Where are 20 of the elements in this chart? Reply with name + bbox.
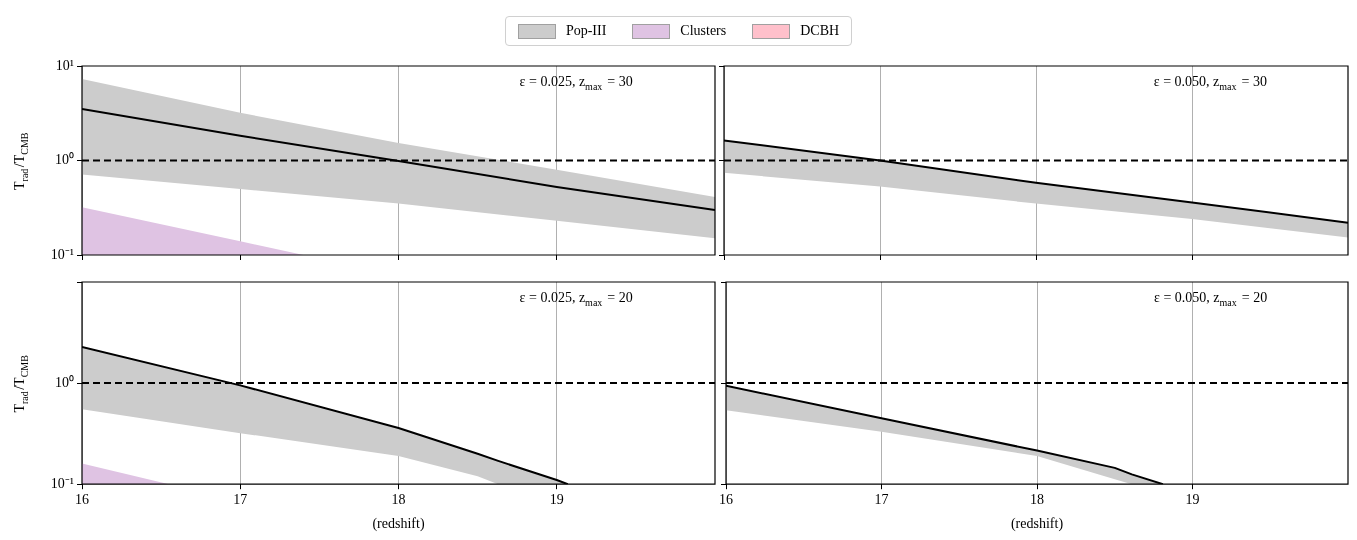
legend-label: DCBH [800, 23, 840, 39]
y-axis-title: Trad/TCMB [12, 132, 30, 190]
x-tick-label: 17 [233, 492, 248, 508]
x-tick-label: 19 [549, 492, 564, 508]
y-tick-label: 10⁻¹ [50, 475, 74, 491]
x-tick-label: 18 [391, 492, 406, 508]
x-tick-label: 18 [1030, 492, 1044, 508]
y-tick-label: 10¹ [55, 57, 74, 73]
x-axis-title: (redshift) [372, 516, 425, 532]
legend-label: Clusters [680, 23, 727, 39]
x-tick-label: 19 [1185, 492, 1200, 508]
x-tick-label: 16 [719, 492, 733, 508]
y-tick-label: 10⁰ [55, 152, 74, 168]
legend-label: Pop-III [565, 23, 607, 39]
y-tick-label: 10⁻¹ [50, 246, 74, 262]
y-axis-title: Trad/TCMB [12, 354, 30, 413]
x-tick-label: 16 [75, 492, 89, 508]
x-tick-label: 17 [874, 492, 889, 508]
y-tick-label: 10⁰ [55, 374, 74, 390]
x-axis-title: (redshift) [1010, 516, 1064, 532]
